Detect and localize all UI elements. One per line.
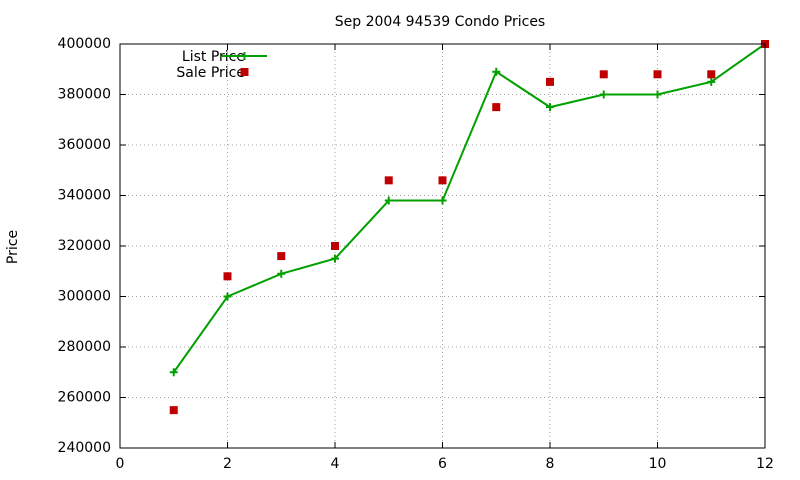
axis-ticks: 0 2 4 6 8 10 12 240000 260000 280000 300000 320000 3… bbox=[58, 36, 774, 472]
data-point bbox=[546, 103, 554, 112]
data-point bbox=[599, 70, 608, 79]
data-point bbox=[707, 70, 716, 79]
data-point bbox=[599, 90, 608, 99]
series-0 bbox=[169, 40, 769, 377]
y-tick-label: 360000 bbox=[58, 137, 111, 153]
data-point bbox=[653, 90, 662, 99]
x-tick-label: 8 bbox=[546, 456, 555, 472]
legend-swatch-marker bbox=[240, 68, 249, 76]
x-tick-label: 10 bbox=[649, 456, 667, 472]
data-point bbox=[223, 292, 232, 301]
x-tick-label: 2 bbox=[223, 456, 232, 472]
data-point bbox=[277, 252, 286, 261]
x-tick-label: 0 bbox=[116, 456, 125, 472]
data-point bbox=[169, 368, 178, 377]
data-point bbox=[707, 77, 716, 86]
y-tick-label: 320000 bbox=[58, 238, 111, 254]
y-tick-label: 240000 bbox=[58, 440, 111, 456]
data-point bbox=[169, 406, 178, 415]
data-point bbox=[384, 176, 393, 185]
x-tick-label: 4 bbox=[331, 456, 340, 472]
legend-label: List Price bbox=[182, 49, 245, 65]
data-point bbox=[384, 196, 393, 205]
y-tick-label: 400000 bbox=[58, 36, 111, 52]
data-point bbox=[277, 269, 286, 278]
y-tick-label: 300000 bbox=[58, 289, 111, 305]
y-axis-label: Price bbox=[5, 230, 21, 264]
data-point bbox=[223, 272, 232, 281]
series-layer bbox=[169, 40, 769, 415]
legend-swatch-marker bbox=[240, 52, 249, 60]
legend-label: Sale Price bbox=[176, 65, 245, 81]
data-point bbox=[653, 70, 662, 79]
chart-title: Sep 2004 94539 Condo Prices bbox=[335, 14, 545, 30]
grid bbox=[120, 44, 765, 448]
data-point bbox=[438, 176, 447, 185]
y-tick-label: 340000 bbox=[58, 188, 111, 204]
plot-frame bbox=[119, 43, 766, 449]
y-tick-label: 380000 bbox=[58, 87, 111, 103]
series-line bbox=[172, 43, 766, 373]
data-point bbox=[331, 242, 339, 250]
y-tick-label: 260000 bbox=[58, 390, 111, 406]
data-point bbox=[492, 67, 501, 76]
data-point bbox=[492, 103, 501, 112]
data-point bbox=[331, 254, 339, 263]
data-point bbox=[546, 77, 554, 86]
x-tick-label: 12 bbox=[756, 456, 774, 472]
series-1 bbox=[169, 40, 769, 415]
x-tick-label: 6 bbox=[438, 456, 447, 472]
y-tick-label: 280000 bbox=[58, 339, 111, 355]
data-point bbox=[438, 196, 447, 205]
